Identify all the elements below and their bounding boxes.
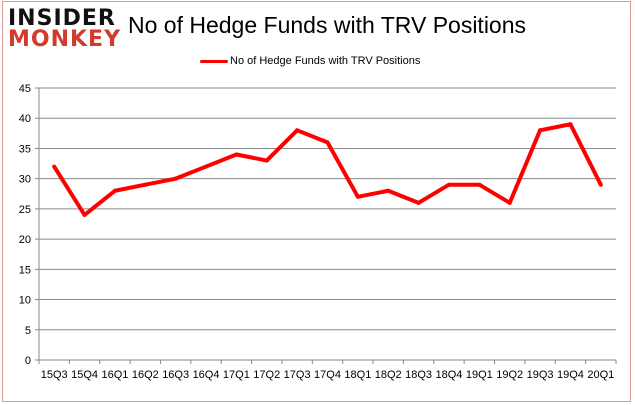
x-tick-label: 19Q1 (466, 369, 493, 381)
data-point (234, 152, 239, 157)
y-tick-label: 30 (19, 174, 31, 186)
legend-label: No of Hedge Funds with TRV Positions (230, 55, 421, 67)
x-tick-label: 16Q4 (193, 369, 220, 381)
data-point (477, 182, 482, 187)
insider-monkey-logo: INSIDER MONKEY (8, 6, 122, 52)
x-tick-label: 17Q3 (284, 369, 311, 381)
x-tick-label: 19Q4 (557, 369, 584, 381)
y-tick-label: 25 (19, 204, 31, 216)
data-point (52, 164, 57, 169)
data-point (204, 164, 209, 169)
x-tick-label: 15Q4 (71, 369, 98, 381)
data-point (598, 182, 603, 187)
data-point (568, 122, 573, 127)
data-point (143, 182, 148, 187)
data-point (325, 140, 330, 145)
y-tick-label: 15 (19, 264, 31, 276)
y-tick-label: 40 (19, 113, 31, 125)
data-point (264, 158, 269, 163)
x-tick-label: 17Q2 (253, 369, 280, 381)
x-tick-label: 19Q3 (527, 369, 554, 381)
data-point (538, 128, 543, 133)
y-tick-label: 20 (19, 234, 31, 246)
x-tick-label: 18Q2 (375, 369, 402, 381)
y-tick-label: 10 (19, 295, 31, 307)
x-tick-label: 18Q3 (405, 369, 432, 381)
logo-line1: INSIDER (8, 6, 116, 31)
x-tick-label: 15Q3 (41, 369, 68, 381)
x-tick-label: 18Q4 (436, 369, 463, 381)
x-tick-label: 19Q2 (496, 369, 523, 381)
logo-line2: MONKEY (8, 27, 122, 52)
x-tick-label: 17Q4 (314, 369, 341, 381)
legend-swatch (200, 59, 228, 63)
data-point (112, 188, 117, 193)
data-point (355, 194, 360, 199)
x-tick-label: 17Q1 (223, 369, 250, 381)
data-point (446, 182, 451, 187)
y-tick-label: 0 (25, 355, 31, 367)
data-point (386, 188, 391, 193)
data-point (507, 200, 512, 205)
data-point (173, 176, 178, 181)
y-tick-label: 45 (19, 83, 31, 95)
chart-title: No of Hedge Funds with TRV Positions (128, 12, 527, 38)
series-line (52, 122, 603, 217)
data-point (82, 212, 87, 217)
x-tick-label: 16Q2 (132, 369, 159, 381)
y-tick-label: 35 (19, 143, 31, 155)
x-tick-label: 18Q1 (344, 369, 371, 381)
x-tick-label: 20Q1 (587, 369, 614, 381)
x-tick-label: 16Q1 (101, 369, 128, 381)
data-point (416, 200, 421, 205)
y-tick-label: 5 (25, 325, 31, 337)
data-point (295, 128, 300, 133)
legend: No of Hedge Funds with TRV Positions (200, 55, 420, 67)
x-tick-label: 16Q3 (162, 369, 189, 381)
